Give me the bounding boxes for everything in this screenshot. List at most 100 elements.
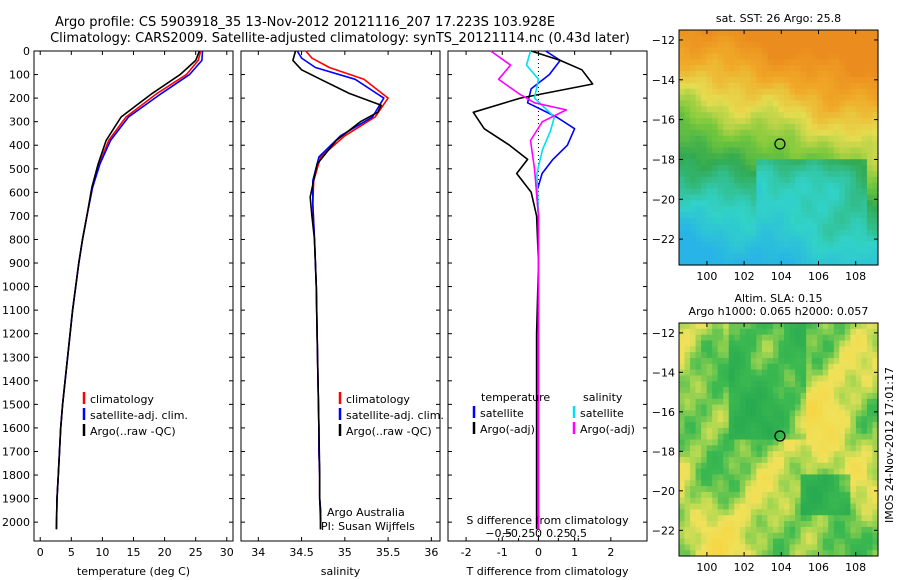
heatmap-cell — [822, 363, 829, 371]
heatmap-cell — [784, 515, 791, 522]
heatmap-cell — [795, 141, 802, 149]
heatmap-cell — [866, 381, 874, 388]
heatmap-cell — [839, 171, 846, 178]
heatmap-cell — [728, 427, 735, 435]
heatmap-cell — [828, 398, 835, 406]
heatmap-cell — [784, 497, 791, 505]
heatmap-cell — [756, 509, 763, 516]
heatmap-cell — [850, 486, 857, 493]
heatmap-cell — [701, 422, 708, 429]
heatmap-cell — [784, 53, 791, 60]
heatmap-cell — [844, 253, 851, 260]
heatmap-cell — [828, 422, 835, 429]
heatmap-cell — [850, 153, 857, 160]
y-tick-label: −22 — [652, 233, 675, 246]
heatmap-cell — [795, 445, 802, 452]
heatmap-cell — [706, 241, 713, 248]
heatmap-cell — [844, 491, 851, 499]
heatmap-cell — [679, 357, 686, 365]
heatmap-cell — [795, 427, 802, 435]
heatmap-cell — [761, 550, 769, 557]
heatmap-cell — [706, 47, 713, 55]
heatmap-cell — [778, 404, 785, 411]
heatmap-cell — [839, 218, 846, 225]
heatmap-cell — [723, 206, 730, 213]
heatmap-cell — [817, 544, 824, 551]
heatmap-cell — [690, 404, 697, 411]
heatmap-cell — [712, 229, 719, 237]
heatmap-cell — [839, 532, 846, 540]
heatmap-cell — [767, 112, 774, 119]
heatmap-cell — [767, 532, 774, 540]
heatmap-cell — [739, 387, 746, 394]
heatmap-cell — [855, 153, 863, 160]
heatmap-cell — [761, 124, 769, 131]
heatmap-cell — [684, 71, 691, 78]
heatmap-cell — [712, 544, 719, 551]
heatmap-cell — [695, 129, 702, 137]
heatmap-cell — [822, 521, 829, 528]
heatmap-cell — [872, 241, 879, 248]
heatmap-cell — [784, 71, 791, 78]
heatmap-cell — [861, 30, 868, 37]
heatmap-cell — [723, 259, 730, 266]
heatmap-cell — [684, 491, 691, 499]
heatmap-cell — [844, 153, 851, 160]
heatmap-cell — [861, 212, 868, 219]
heatmap-cell — [701, 223, 708, 231]
heatmap-cell — [745, 532, 752, 540]
heatmap-cell — [728, 218, 735, 225]
heatmap-cell — [839, 357, 846, 365]
heatmap-cell — [767, 118, 774, 125]
heatmap-cell — [800, 47, 807, 55]
heatmap-cell — [684, 346, 691, 353]
heatmap-cell — [822, 427, 829, 435]
heatmap-cell — [695, 503, 702, 510]
heatmap-cell — [734, 129, 741, 137]
heatmap-cell — [850, 65, 857, 72]
heatmap-cell — [756, 468, 763, 476]
y-tick-label: −22 — [652, 524, 675, 537]
heatmap-cell — [844, 497, 851, 505]
heatmap-cell — [717, 486, 724, 493]
heatmap-cell — [800, 59, 807, 66]
heatmap-cell — [756, 223, 763, 231]
heatmap-cell — [789, 171, 796, 178]
heatmap-cell — [690, 357, 697, 365]
heatmap-cell — [767, 497, 774, 505]
heatmap-cell — [684, 323, 691, 330]
heatmap-cell — [756, 340, 763, 347]
y-tick-label: 200 — [9, 92, 30, 105]
heatmap-cell — [739, 153, 746, 160]
heatmap-cell — [855, 206, 863, 213]
heatmap-cell — [761, 135, 769, 143]
heatmap-cell — [734, 422, 741, 429]
heatmap-cell — [734, 135, 741, 143]
heatmap-cell — [690, 323, 697, 330]
heatmap-cell — [800, 182, 807, 190]
x2-tick-label: 0 — [535, 527, 542, 540]
heatmap-cell — [872, 47, 879, 55]
heatmap-cell — [795, 416, 802, 423]
heatmap-cell — [772, 200, 780, 207]
heatmap-cell — [839, 235, 846, 243]
heatmap-cell — [850, 112, 857, 119]
heatmap-cell — [811, 106, 818, 113]
heatmap-cell — [690, 88, 697, 96]
heatmap-cell — [761, 497, 769, 505]
heatmap-cell — [855, 445, 863, 452]
heatmap-cell — [739, 439, 746, 446]
heatmap-cell — [745, 340, 752, 347]
legend-group-title: salinity — [583, 391, 623, 404]
heatmap-cell — [761, 486, 769, 493]
heatmap-cell — [756, 486, 763, 493]
heatmap-cell — [855, 509, 863, 516]
heatmap-cell — [822, 171, 829, 178]
heatmap-cell — [789, 398, 796, 406]
heatmap-cell — [811, 206, 818, 213]
heatmap-cell — [866, 35, 874, 43]
heatmap-cell — [811, 392, 818, 400]
heatmap-cell — [839, 182, 846, 190]
heatmap-cell — [756, 544, 763, 551]
heatmap-cell — [811, 88, 818, 96]
